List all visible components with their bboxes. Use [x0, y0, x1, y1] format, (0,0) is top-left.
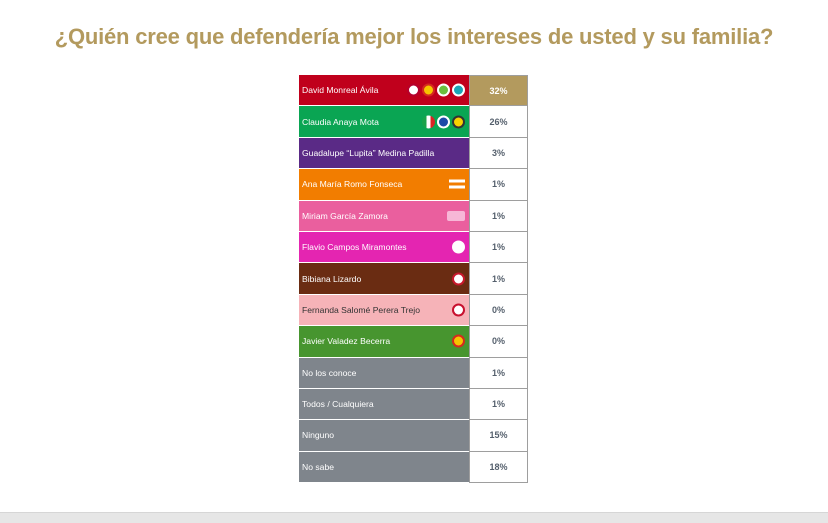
candidate-name: No los conoce: [302, 367, 357, 378]
table-row: Bibiana Lizardo 1%: [299, 263, 528, 295]
candidate-name: Miriam García Zamora: [302, 210, 388, 221]
candidate-cell: No los conoce: [299, 357, 469, 389]
candidate-name: Ana María Romo Fonseca: [302, 179, 403, 190]
percent-value: 32%: [469, 75, 528, 107]
percent-value: 1%: [469, 357, 528, 389]
pan-logo-icon: [437, 115, 450, 129]
candidate-cell: Claudia Anaya Mota: [299, 106, 469, 138]
table-row: Javier Valadez Becerra 0%: [299, 326, 528, 358]
percent-value: 0%: [469, 294, 528, 327]
candidate-name: Claudia Anaya Mota: [302, 116, 379, 127]
percent-value: 18%: [469, 451, 528, 484]
table-row: No sabe 18%: [299, 451, 528, 484]
morena-logo-icon: [407, 83, 420, 97]
candidate-cell: Fernanda Salomé Perera Trejo: [299, 294, 469, 327]
percent-value: 1%: [469, 169, 528, 201]
candidate-name: David Monreal Ávila: [302, 85, 379, 96]
bottom-scrollbar[interactable]: [0, 512, 828, 523]
party-logos: [452, 272, 465, 286]
table-row: David Monreal Ávila 32%: [299, 75, 528, 107]
mdz-logo-icon: [452, 272, 465, 286]
party-logos: [447, 146, 465, 159]
table-row: Miriam García Zamora 1%: [299, 200, 528, 232]
rsp-logo-icon: [452, 303, 465, 317]
candidate-name: Javier Valadez Becerra: [302, 336, 391, 347]
paz-logo-icon: [452, 240, 465, 254]
candidate-name: Bibiana Lizardo: [302, 273, 362, 284]
table-row: Ana María Romo Fonseca 1%: [299, 169, 528, 201]
candidate-name: Ninguno: [302, 430, 335, 441]
candidate-cell: Javier Valadez Becerra: [299, 326, 469, 358]
party-logos: [452, 240, 465, 254]
pvem-logo-icon: [437, 83, 450, 97]
chart-title: ¿Quién cree que defendería mejor los int…: [54, 24, 774, 49]
percent-value: 1%: [469, 200, 528, 232]
percent-value: 1%: [469, 388, 528, 421]
panal-logo-icon: [452, 83, 465, 97]
pes-logo-icon: [447, 146, 465, 159]
candidate-name: Flavio Campos Miramontes: [302, 242, 407, 253]
party-logos: [449, 179, 465, 189]
candidate-cell: Guadalupe “Lupita” Medina Padilla: [299, 137, 469, 170]
fxm-logo-icon: [447, 210, 465, 221]
pri-logo-icon: [422, 115, 435, 129]
party-logos: [452, 334, 465, 348]
candidate-cell: Miriam García Zamora: [299, 200, 469, 232]
table-row: Guadalupe “Lupita” Medina Padilla 3%: [299, 137, 528, 170]
mc-logo-icon: [449, 179, 465, 189]
table-row: Flavio Campos Miramontes 1%: [299, 231, 528, 264]
percent-value: 15%: [469, 420, 528, 452]
candidate-name: Guadalupe “Lupita” Medina Padilla: [302, 147, 435, 158]
prd-logo-icon: [452, 115, 465, 129]
percent-value: 1%: [469, 231, 528, 264]
candidate-name: Fernanda Salomé Perera Trejo: [302, 304, 420, 315]
party-logos: [452, 303, 465, 317]
party-logos: [422, 115, 465, 129]
table-row: Todos / Cualquiera 1%: [299, 388, 528, 421]
table-row: Ninguno 15%: [299, 420, 528, 452]
table-row: Fernanda Salomé Perera Trejo 0%: [299, 294, 528, 327]
table-row: No los conoce 1%: [299, 357, 528, 389]
candidate-cell: David Monreal Ávila: [299, 75, 469, 107]
pt-logo-icon: [422, 83, 435, 97]
percent-value: 0%: [469, 326, 528, 358]
pt-logo-icon: [452, 334, 465, 348]
percent-value: 3%: [469, 137, 528, 170]
party-logos: [447, 210, 465, 221]
candidate-cell: Flavio Campos Miramontes: [299, 231, 469, 264]
candidate-cell: Bibiana Lizardo: [299, 263, 469, 295]
candidate-cell: Todos / Cualquiera: [299, 388, 469, 421]
candidate-name: No sabe: [302, 461, 335, 472]
party-logos: [407, 83, 465, 97]
candidate-cell: Ninguno: [299, 420, 469, 452]
candidate-name: Todos / Cualquiera: [302, 399, 374, 410]
results-table: David Monreal Ávila 32% Claudia Anaya Mota…: [299, 75, 528, 484]
percent-value: 26%: [469, 106, 528, 138]
candidate-cell: Ana María Romo Fonseca: [299, 169, 469, 201]
percent-value: 1%: [469, 263, 528, 295]
table-row: Claudia Anaya Mota 26%: [299, 106, 528, 138]
candidate-cell: No sabe: [299, 451, 469, 484]
